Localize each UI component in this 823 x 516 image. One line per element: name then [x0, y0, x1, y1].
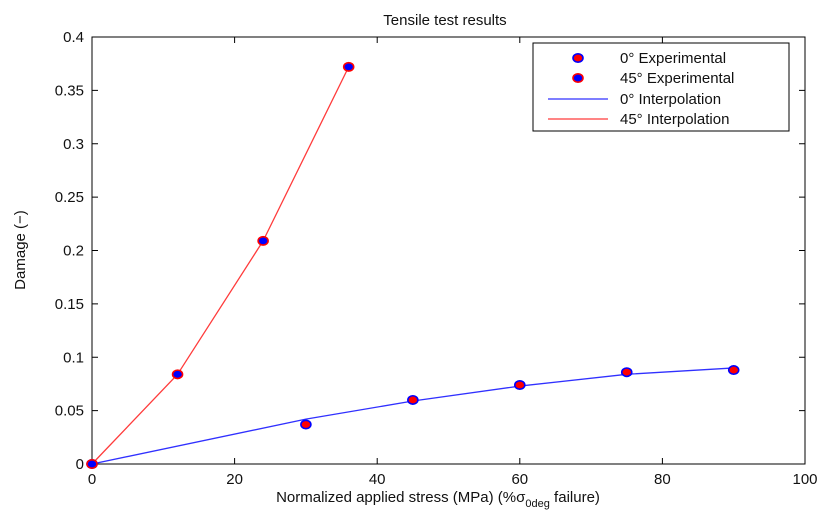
- y-tick-label: 0.15: [55, 296, 84, 313]
- point-0deg-experimental: [513, 380, 526, 391]
- y-tick-label: 0.1: [63, 349, 84, 366]
- point-0deg-experimental: [407, 394, 419, 405]
- y-tick-label: 0.4: [63, 29, 84, 46]
- legend-marker-0: [572, 52, 584, 63]
- x-tick-label: 0: [88, 471, 96, 488]
- y-tick-label: 0: [76, 456, 84, 473]
- series-0deg-interpolation-line: [91, 367, 735, 465]
- plot-area: 0 20 40 60 80 100 0 0.05 0.1 0.15 0.2 0.25 0.3 0.35 0.…: [55, 29, 818, 488]
- x-axis-label-suffix: failure): [550, 489, 600, 506]
- y-tick-label: 0.05: [55, 403, 84, 420]
- legend-label-1: 45° Experimental: [620, 70, 734, 87]
- x-tick-label: 80: [654, 471, 671, 488]
- point-45deg-experimental: [342, 61, 355, 72]
- x-axis-label-subscript: 0deg: [525, 498, 549, 510]
- legend-marker-1: [572, 73, 584, 84]
- x-axis-label-prefix: Normalized applied stress (MPa) (%σ: [276, 489, 526, 506]
- point-45deg-experimental: [257, 235, 269, 246]
- x-tick-label: 40: [369, 471, 386, 488]
- legend-label-3: 45° Interpolation: [620, 111, 729, 128]
- legend: 0° Experimental 45° Experimental 0° Interp…: [532, 42, 790, 132]
- x-tick-label: 100: [792, 471, 817, 488]
- y-tick-label: 0.3: [63, 136, 84, 153]
- x-tick-label: 20: [226, 471, 243, 488]
- point-0deg-experimental: [300, 419, 312, 430]
- chart-title: Tensile test results: [383, 12, 506, 29]
- series-45deg-interpolation-line: [91, 66, 350, 465]
- point-45deg-experimental: [171, 369, 184, 380]
- point-0deg-experimental: [727, 365, 740, 376]
- y-tick-label: 0.35: [55, 82, 84, 99]
- point-0deg-experimental: [620, 367, 633, 378]
- y-tick-label: 0.25: [55, 189, 84, 206]
- y-axis-label: Damage (−): [12, 210, 29, 290]
- legend-label-2: 0° Interpolation: [620, 91, 721, 108]
- x-axis-label: Normalized applied stress (MPa) (%σ0deg …: [276, 489, 600, 510]
- y-tick-label: 0.2: [63, 243, 84, 260]
- x-tick-label: 60: [511, 471, 528, 488]
- point-45deg-experimental: [86, 458, 98, 469]
- legend-label-0: 0° Experimental: [620, 50, 726, 67]
